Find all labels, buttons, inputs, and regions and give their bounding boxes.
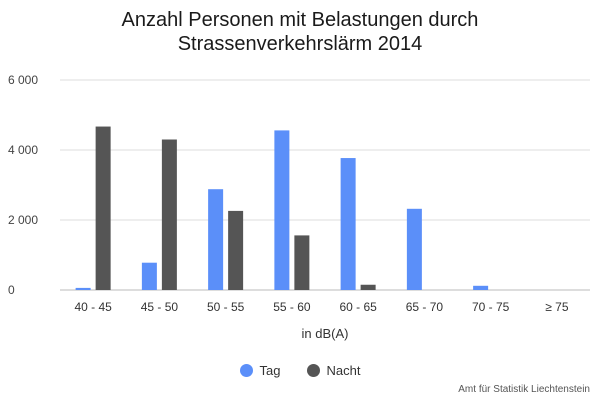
bar-tag: [141, 262, 157, 290]
bar-tag: [208, 189, 224, 290]
x-tick-label: 50 - 55: [207, 300, 245, 314]
y-tick-label: 0: [8, 283, 15, 297]
y-tick-label: 4 000: [8, 143, 38, 157]
chart-title-line-2: Strassenverkehrslärm 2014: [177, 33, 423, 55]
bar-tag: [274, 130, 290, 290]
legend: Tag Nacht: [0, 363, 600, 378]
bar-nacht: [360, 284, 376, 290]
bar-tag: [473, 285, 489, 290]
x-tick-label: 40 - 45: [74, 300, 112, 314]
chart-title-line-1: Anzahl Personen mit Belastungen durch: [121, 9, 479, 31]
bar-tag: [75, 287, 91, 290]
x-tick-label: 45 - 50: [141, 300, 179, 314]
legend-marker-nacht: [306, 364, 320, 377]
bar-nacht: [161, 139, 177, 290]
bar-nacht: [228, 210, 244, 290]
y-tick-label: 2 000: [8, 213, 38, 227]
bar-nacht: [95, 126, 111, 290]
legend-item-tag[interactable]: Tag: [239, 363, 281, 378]
chart-title: Anzahl Personen mit Belastungen durch St…: [0, 8, 600, 56]
bar-tag: [340, 158, 356, 290]
x-tick-label: ≥ 75: [545, 300, 569, 314]
bar-nacht: [294, 235, 310, 290]
y-tick-label: 6 000: [8, 73, 38, 87]
source-note: Amt für Statistik Liechtenstein: [458, 384, 590, 395]
x-tick-label: 55 - 60: [273, 300, 311, 314]
x-tick-label: 70 - 75: [472, 300, 510, 314]
legend-marker-tag: [239, 364, 253, 377]
legend-label-nacht: Nacht: [326, 363, 361, 378]
legend-label-tag: Tag: [259, 363, 281, 378]
bar-tag: [406, 208, 422, 290]
x-tick-label: 60 - 65: [339, 300, 377, 314]
x-axis-label: in dB(A): [302, 326, 349, 341]
x-tick-label: 65 - 70: [406, 300, 444, 314]
legend-item-nacht[interactable]: Nacht: [306, 363, 361, 378]
